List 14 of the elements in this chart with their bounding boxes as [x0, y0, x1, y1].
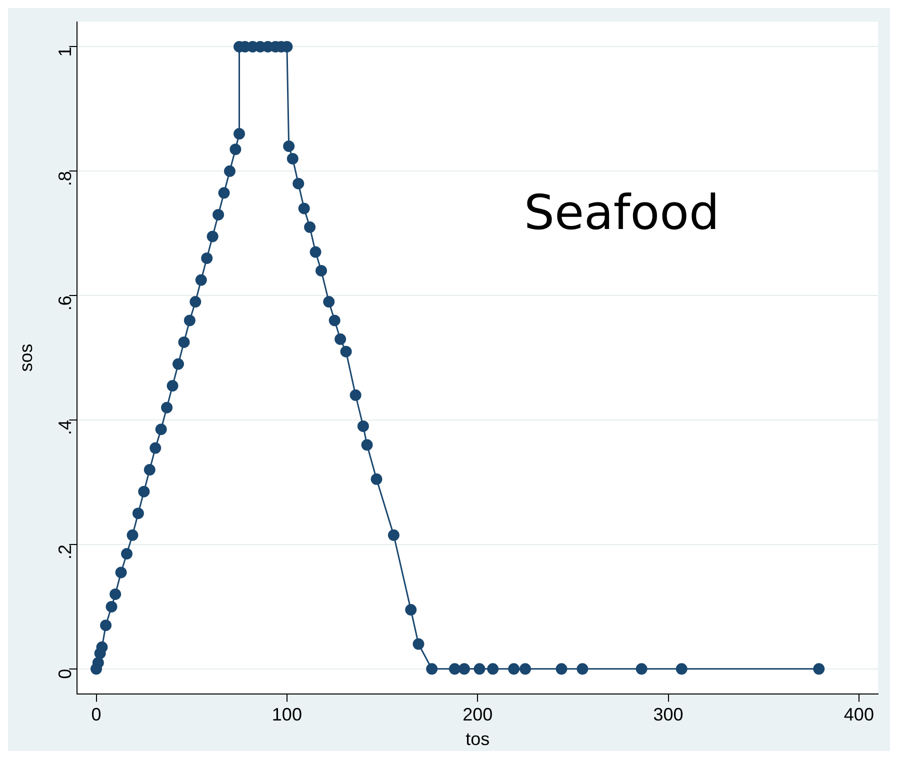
y-tick-label: 1	[55, 46, 76, 57]
x-tick-label: 300	[653, 704, 684, 725]
x-tick-label: 400	[844, 704, 874, 725]
x-tick-label: 100	[272, 704, 302, 725]
x-tick-label: 0	[91, 704, 102, 725]
y-tick-label: 0	[55, 668, 76, 679]
y-tick-label: .4	[55, 420, 76, 436]
y-tick-label: .2	[55, 544, 76, 560]
annotation: Seafood	[524, 185, 720, 242]
y-axis-title: sos	[16, 344, 36, 372]
x-tick-label: 200	[462, 704, 493, 725]
y-tick-label: .6	[55, 296, 76, 311]
x-axis-title: tos	[466, 729, 490, 750]
y-tick-label: .8	[55, 171, 76, 186]
